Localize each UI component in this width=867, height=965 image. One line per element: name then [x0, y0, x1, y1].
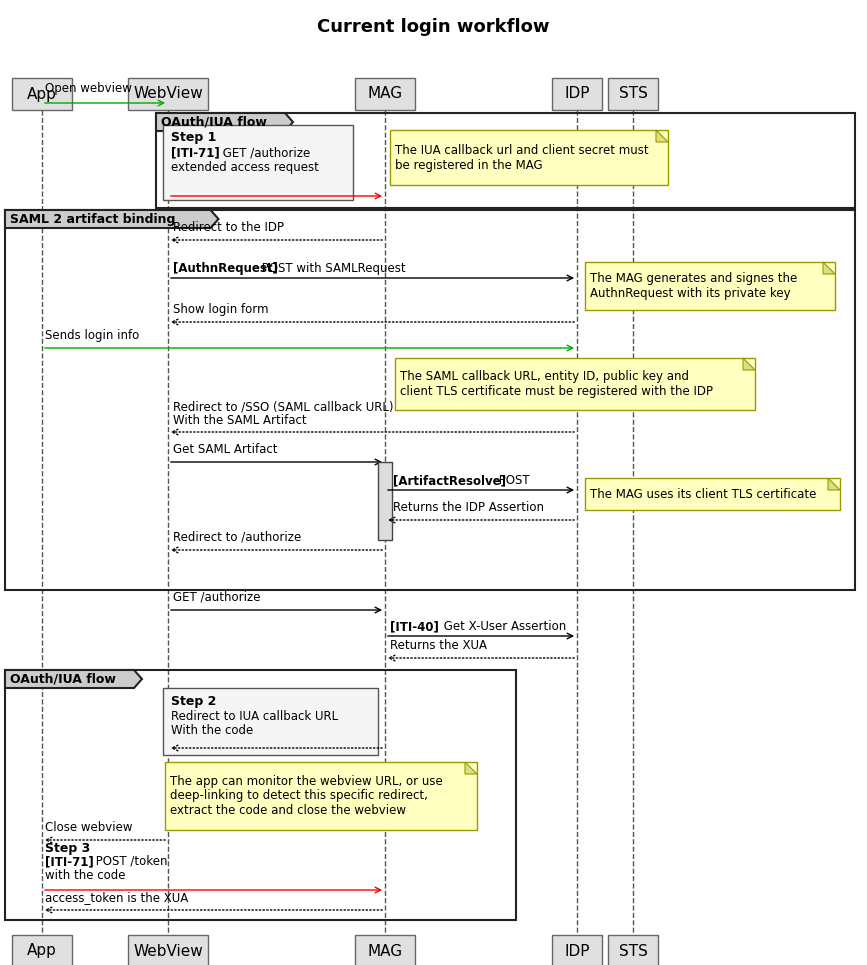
Text: [AuthnRequest]: [AuthnRequest] — [173, 262, 278, 275]
Text: POST: POST — [495, 474, 530, 487]
Text: App: App — [27, 87, 57, 101]
Text: Step 2: Step 2 — [171, 695, 217, 707]
Bar — [378, 462, 392, 540]
FancyBboxPatch shape — [552, 935, 602, 965]
Text: [ITI-71]: [ITI-71] — [45, 855, 94, 868]
Text: SAML 2 artifact binding: SAML 2 artifact binding — [10, 212, 175, 226]
Text: Returns the IDP Assertion: Returns the IDP Assertion — [393, 501, 544, 514]
Bar — [156, 113, 855, 208]
FancyBboxPatch shape — [608, 935, 658, 965]
Text: The IUA callback url and client secret must
be registered in the MAG: The IUA callback url and client secret m… — [395, 144, 649, 172]
Text: Redirect to /SSO (SAML callback URL): Redirect to /SSO (SAML callback URL) — [173, 401, 394, 414]
Polygon shape — [743, 358, 755, 370]
Text: The MAG uses its client TLS certificate: The MAG uses its client TLS certificate — [590, 487, 817, 501]
FancyBboxPatch shape — [128, 935, 208, 965]
FancyBboxPatch shape — [608, 78, 658, 110]
Text: The SAML callback URL, entity ID, public key and
client TLS certificate must be : The SAML callback URL, entity ID, public… — [400, 370, 713, 398]
Text: POST with SAMLRequest: POST with SAMLRequest — [258, 262, 406, 275]
FancyBboxPatch shape — [585, 262, 835, 310]
Text: GET /authorize: GET /authorize — [173, 591, 260, 604]
FancyBboxPatch shape — [128, 78, 208, 110]
Text: STS: STS — [618, 87, 648, 101]
Text: MAG: MAG — [368, 944, 402, 958]
Text: Get SAML Artifact: Get SAML Artifact — [173, 443, 277, 456]
Text: Returns the XUA: Returns the XUA — [390, 639, 487, 652]
Text: Current login workflow: Current login workflow — [317, 18, 550, 36]
Polygon shape — [5, 210, 218, 228]
Text: GET /authorize: GET /authorize — [219, 147, 310, 159]
Text: IDP: IDP — [564, 944, 590, 958]
Polygon shape — [656, 130, 668, 142]
Polygon shape — [156, 113, 293, 131]
Text: Sends login info: Sends login info — [45, 329, 140, 342]
Text: With the code: With the code — [171, 724, 253, 736]
Text: Open webview: Open webview — [45, 82, 132, 95]
Text: OAuth/IUA flow: OAuth/IUA flow — [161, 116, 267, 128]
Text: [ArtifactResolve]: [ArtifactResolve] — [393, 474, 506, 487]
Text: STS: STS — [618, 944, 648, 958]
Text: Redirect to the IDP: Redirect to the IDP — [173, 221, 284, 234]
Text: [ITI-71]: [ITI-71] — [171, 147, 219, 159]
Text: Redirect to /authorize: Redirect to /authorize — [173, 531, 301, 544]
FancyBboxPatch shape — [552, 78, 602, 110]
Bar — [5, 210, 855, 590]
Text: Close webview: Close webview — [45, 821, 133, 834]
Polygon shape — [823, 262, 835, 274]
Text: OAuth/IUA flow: OAuth/IUA flow — [10, 673, 116, 685]
Text: With the SAML Artifact: With the SAML Artifact — [173, 414, 307, 427]
Text: Redirect to IUA callback URL: Redirect to IUA callback URL — [171, 709, 338, 723]
Text: [ITI-40]: [ITI-40] — [390, 620, 439, 633]
FancyBboxPatch shape — [165, 762, 477, 830]
Text: MAG: MAG — [368, 87, 402, 101]
Polygon shape — [465, 762, 477, 774]
FancyBboxPatch shape — [12, 935, 72, 965]
Text: POST /token: POST /token — [92, 855, 167, 868]
Text: Step 1: Step 1 — [171, 131, 217, 145]
FancyBboxPatch shape — [12, 78, 72, 110]
FancyBboxPatch shape — [585, 478, 840, 510]
Text: The app can monitor the webview URL, or use
deep-linking to detect this specific: The app can monitor the webview URL, or … — [170, 775, 443, 817]
FancyBboxPatch shape — [390, 130, 668, 185]
FancyBboxPatch shape — [395, 358, 755, 410]
Text: Step 3: Step 3 — [45, 842, 90, 855]
Text: access_token is the XUA: access_token is the XUA — [45, 891, 188, 904]
Bar — [163, 688, 378, 755]
Text: WebView: WebView — [134, 944, 203, 958]
FancyBboxPatch shape — [355, 935, 415, 965]
Text: Get X-User Assertion: Get X-User Assertion — [440, 620, 566, 633]
Polygon shape — [828, 478, 840, 490]
Text: IDP: IDP — [564, 87, 590, 101]
Text: with the code: with the code — [45, 869, 126, 882]
Bar — [163, 125, 353, 200]
FancyBboxPatch shape — [355, 78, 415, 110]
Polygon shape — [5, 670, 142, 688]
Text: WebView: WebView — [134, 87, 203, 101]
Text: App: App — [27, 944, 57, 958]
Text: extended access request: extended access request — [171, 160, 319, 174]
Bar — [5, 670, 516, 920]
Text: Show login form: Show login form — [173, 303, 269, 316]
Text: The MAG generates and signes the
AuthnRequest with its private key: The MAG generates and signes the AuthnRe… — [590, 272, 798, 300]
